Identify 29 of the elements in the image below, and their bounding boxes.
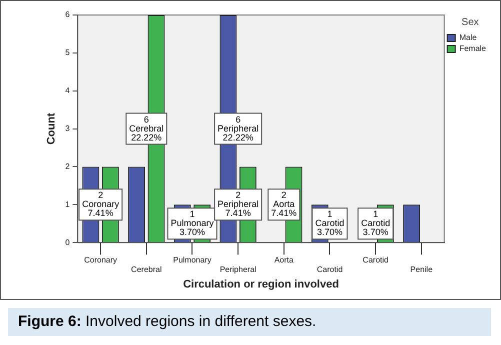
annotation: 1 Carotid 3.70% [361,209,390,238]
x-tick-label: Cerebral [131,265,162,274]
annotation: 1 Carotid 3.70% [315,209,344,238]
annotation: 6 Cerebral 22.22% [129,114,164,142]
annotation: 6 Peripheral 22.22% [218,114,259,142]
annotation: 2 Peripheral 7.41% [218,190,259,218]
x-tick-label: Carotid [362,256,388,265]
legend-title: Sex [462,16,479,28]
y-tick-label: 2 [65,162,70,171]
y-tick-label: 4 [65,86,70,96]
annotation: 2 Coronary 7.41% [82,190,120,218]
x-tick-label: Carotid [316,265,343,274]
legend-label: Female [459,44,487,54]
y-axis-title: Count [46,112,58,145]
caption: Figure 6: Involved regions in different sexes. [8,308,491,336]
x-tick-label: Coronary [84,256,118,265]
y-tick-label: 6 [65,10,70,20]
y-tick-label: 3 [65,124,70,134]
y-tick-label: 1 [65,200,70,209]
x-tick-label: Pulmonary [173,256,212,265]
x-tick-label: Penile [410,265,434,274]
x-tick-label: Peripheral [220,265,257,274]
legend-label: Male [459,33,478,42]
y-tick-label: 0 [65,238,70,247]
x-tick-label: Aorta [274,256,294,265]
x-axis-title: Circulation or region involved [183,278,339,290]
annotation: 1 Pulmonary 3.70% [170,209,214,238]
annotation: 2 Aorta 7.41% [271,190,297,218]
y-tick-label: 5 [65,48,70,58]
